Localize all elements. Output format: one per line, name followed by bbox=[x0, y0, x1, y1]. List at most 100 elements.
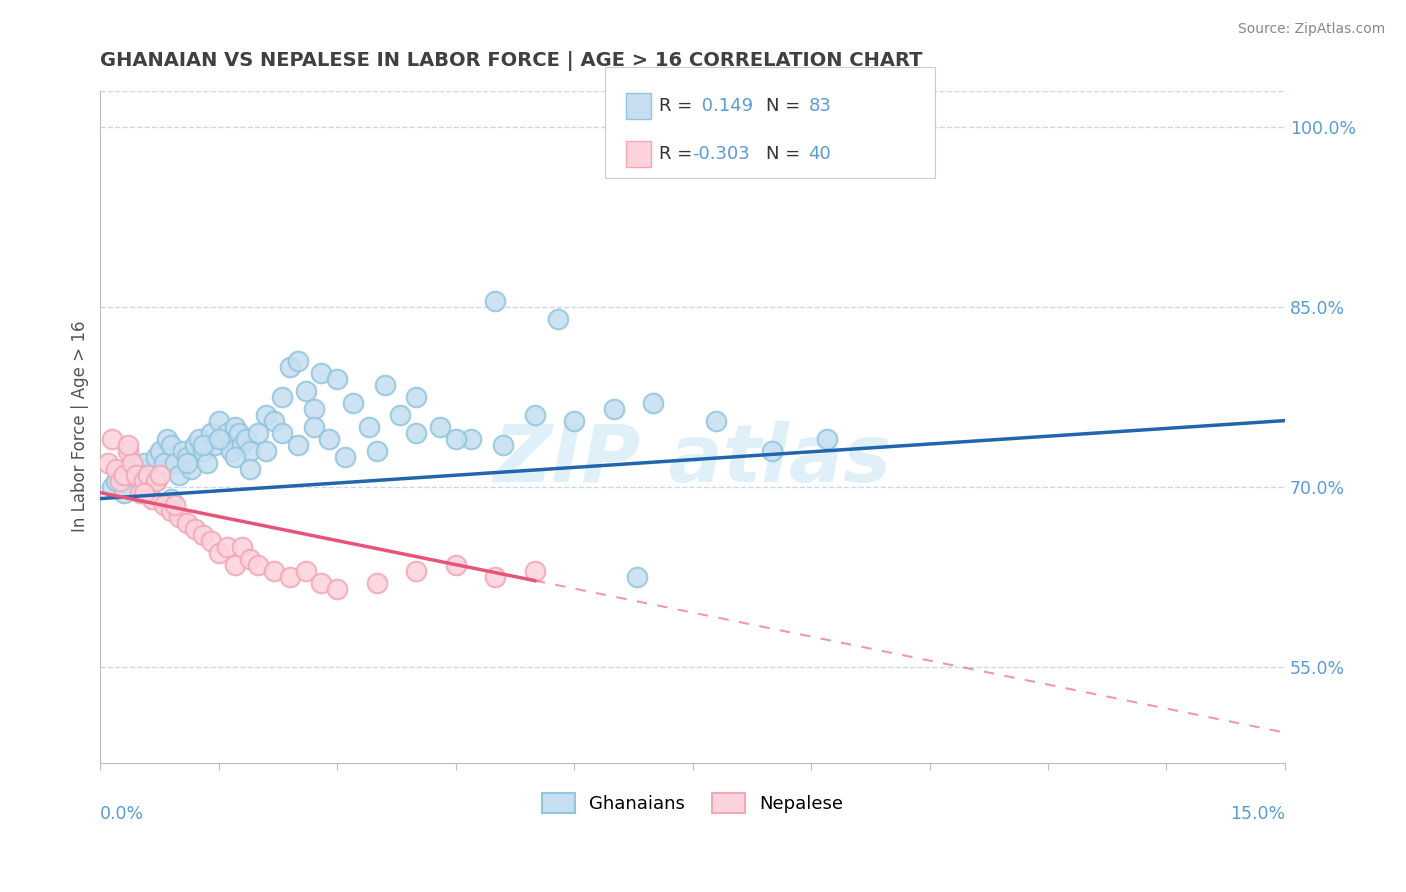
Point bbox=[128, 461, 150, 475]
Point bbox=[247, 558, 270, 572]
Point bbox=[405, 425, 427, 440]
Point bbox=[200, 533, 222, 548]
Point bbox=[136, 480, 159, 494]
Point bbox=[211, 432, 233, 446]
Point bbox=[101, 480, 124, 494]
Text: 0.0%: 0.0% bbox=[100, 805, 145, 822]
Point bbox=[219, 443, 242, 458]
Point bbox=[136, 467, 159, 482]
Point bbox=[148, 443, 170, 458]
Point bbox=[602, 401, 624, 416]
Y-axis label: In Labor Force | Age > 16: In Labor Force | Age > 16 bbox=[72, 321, 89, 533]
Point bbox=[271, 390, 294, 404]
Point bbox=[311, 575, 333, 590]
Point bbox=[169, 467, 191, 482]
Point bbox=[172, 443, 194, 458]
Point bbox=[460, 432, 482, 446]
Text: 0.149: 0.149 bbox=[696, 97, 754, 115]
Point bbox=[208, 414, 231, 428]
Point bbox=[302, 419, 325, 434]
Point bbox=[484, 293, 506, 308]
Point bbox=[184, 437, 207, 451]
Point bbox=[215, 425, 238, 440]
Point bbox=[484, 569, 506, 583]
Point bbox=[176, 516, 198, 530]
Point bbox=[160, 491, 183, 506]
Point bbox=[228, 425, 250, 440]
Point bbox=[761, 443, 783, 458]
Point bbox=[148, 467, 170, 482]
Text: N =: N = bbox=[766, 145, 806, 163]
Point bbox=[374, 377, 396, 392]
Point bbox=[128, 485, 150, 500]
Point bbox=[239, 551, 262, 566]
Point bbox=[626, 569, 648, 583]
Point bbox=[254, 443, 277, 458]
Point bbox=[278, 359, 301, 374]
Point bbox=[263, 414, 285, 428]
Point bbox=[108, 474, 131, 488]
Point bbox=[160, 437, 183, 451]
Point bbox=[366, 443, 388, 458]
Point bbox=[302, 401, 325, 416]
Point bbox=[215, 540, 238, 554]
Text: R =: R = bbox=[659, 145, 699, 163]
Point bbox=[152, 456, 174, 470]
Point bbox=[117, 437, 139, 451]
Point bbox=[278, 569, 301, 583]
Point bbox=[405, 390, 427, 404]
Text: R =: R = bbox=[659, 97, 699, 115]
Point bbox=[195, 456, 218, 470]
Point bbox=[176, 450, 198, 464]
Text: 83: 83 bbox=[808, 97, 831, 115]
Point bbox=[263, 564, 285, 578]
Point bbox=[311, 366, 333, 380]
Point bbox=[239, 443, 262, 458]
Point bbox=[208, 432, 231, 446]
Point bbox=[188, 432, 211, 446]
Point bbox=[492, 437, 515, 451]
Point bbox=[254, 408, 277, 422]
Point bbox=[141, 491, 163, 506]
Point bbox=[231, 540, 253, 554]
Point bbox=[389, 408, 412, 422]
Point bbox=[318, 432, 340, 446]
Point bbox=[704, 414, 727, 428]
Point bbox=[169, 509, 191, 524]
Point bbox=[366, 575, 388, 590]
Point bbox=[125, 467, 148, 482]
Point bbox=[200, 425, 222, 440]
Point bbox=[132, 456, 155, 470]
Point bbox=[97, 456, 120, 470]
Point bbox=[643, 395, 665, 409]
Point bbox=[342, 395, 364, 409]
Point bbox=[141, 467, 163, 482]
Point bbox=[160, 503, 183, 517]
Point bbox=[247, 425, 270, 440]
Point bbox=[523, 408, 546, 422]
Point bbox=[101, 432, 124, 446]
Point bbox=[208, 545, 231, 559]
Point bbox=[176, 456, 198, 470]
Point bbox=[112, 480, 135, 494]
Point bbox=[235, 432, 257, 446]
Point bbox=[294, 564, 316, 578]
Point bbox=[562, 414, 585, 428]
Point bbox=[547, 311, 569, 326]
Point bbox=[121, 456, 143, 470]
Point bbox=[224, 558, 246, 572]
Point bbox=[224, 419, 246, 434]
Point bbox=[326, 371, 349, 385]
Point bbox=[125, 474, 148, 488]
Point bbox=[128, 467, 150, 482]
Point bbox=[180, 461, 202, 475]
Point bbox=[326, 582, 349, 596]
Point bbox=[156, 432, 179, 446]
Point bbox=[108, 467, 131, 482]
Point bbox=[184, 522, 207, 536]
Point bbox=[444, 558, 467, 572]
Point bbox=[105, 461, 128, 475]
Text: 15.0%: 15.0% bbox=[1230, 805, 1285, 822]
Point bbox=[191, 437, 214, 451]
Point bbox=[523, 564, 546, 578]
